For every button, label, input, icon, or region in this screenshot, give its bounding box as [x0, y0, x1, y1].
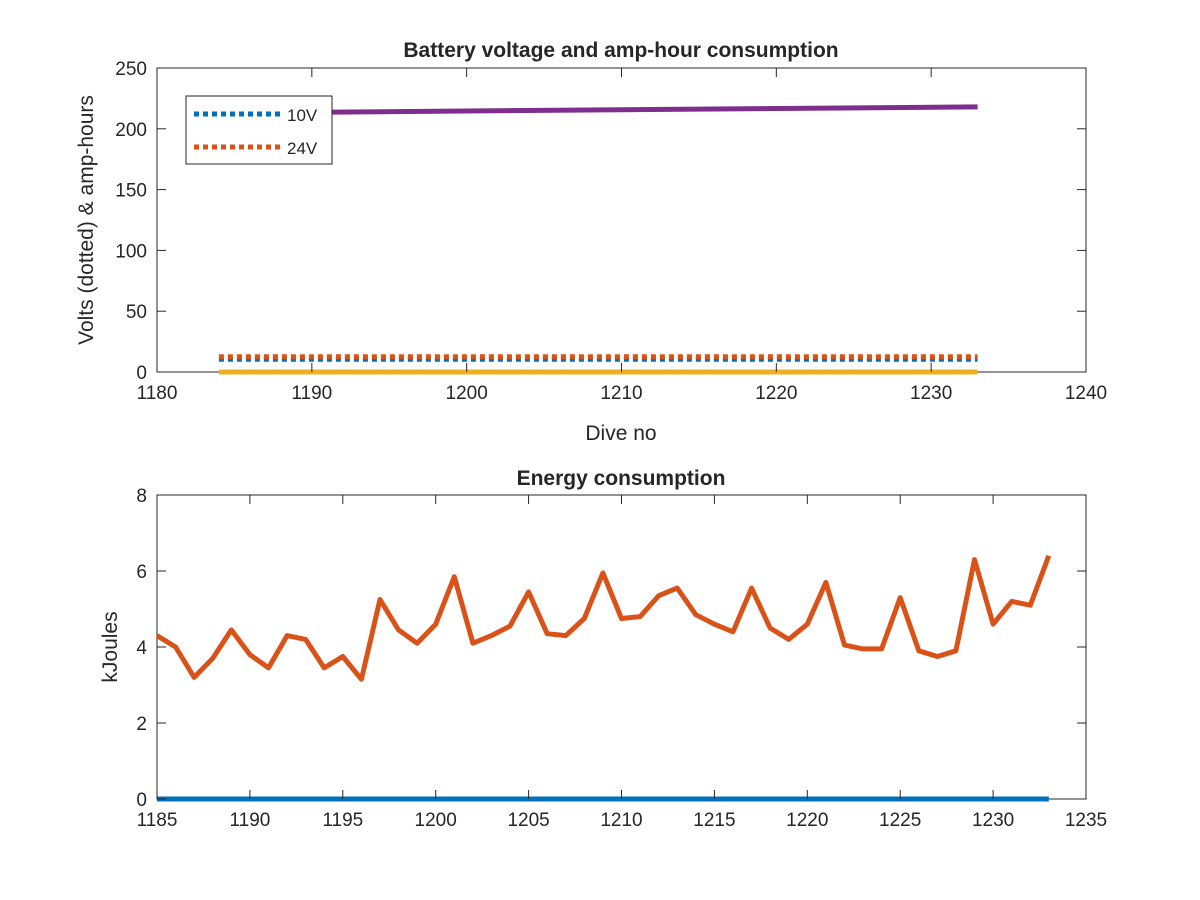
voltage-chart: 1180 1190 1200 1210 1220 1230 1240 0 50 100 150 20… [75, 39, 1107, 445]
legend-label-24v: 24V [287, 139, 318, 158]
energy-x-tick-label: 1195 [322, 810, 363, 831]
voltage-y-tick-label: 200 [115, 120, 147, 141]
legend-label-10v: 10V [287, 106, 318, 125]
legend-box [185, 95, 333, 165]
energy-y-axis-label: kJoules [99, 611, 122, 682]
energy-x-tick-label: 1220 [786, 810, 828, 831]
energy-x-tick-label: 1235 [1065, 810, 1107, 831]
energy-y-tick-label: 2 [136, 714, 147, 735]
energy-x-tick-label: 1225 [879, 810, 921, 831]
energy-y-tick-label: 0 [136, 790, 147, 811]
energy-y-tick-label: 8 [136, 486, 147, 507]
energy-chart-title: Energy consumption [517, 467, 726, 490]
voltage-y-tick-label: 0 [136, 363, 147, 384]
energy-plot-area [156, 494, 1087, 800]
energy-x-tick-label: 1210 [600, 810, 642, 831]
voltage-y-tick-label: 100 [115, 241, 147, 262]
energy-y-tick-label: 6 [136, 562, 147, 583]
energy-x-tick-label: 1215 [693, 810, 735, 831]
energy-x-tick-label: 1200 [415, 810, 457, 831]
energy-x-tick-label: 1205 [507, 810, 549, 831]
energy-y-ticks: 0 2 4 6 8 [136, 486, 1086, 811]
energy-x-tick-label: 1185 [137, 810, 178, 831]
voltage-chart-title: Battery voltage and amp-hour consumption [403, 39, 838, 62]
voltage-x-tick-label: 1240 [1065, 383, 1107, 404]
voltage-x-tick-label: 1230 [910, 383, 952, 404]
voltage-y-tick-label: 50 [126, 302, 147, 323]
voltage-x-axis-label: Dive no [585, 422, 656, 445]
energy-x-tick-label: 1230 [972, 810, 1014, 831]
voltage-y-axis-label: Volts (dotted) & amp-hours [75, 95, 98, 345]
voltage-series-line-3 [218, 104, 978, 116]
voltage-x-ticks: 1180 1190 1200 1210 1220 1230 1240 [137, 68, 1107, 404]
energy-y-tick-label: 4 [136, 638, 147, 659]
energy-x-ticks: 1185 1190 1195 1200 1205 1210 1215 1220 1225 1230… [137, 495, 1107, 831]
voltage-series-group [218, 104, 978, 375]
voltage-y-tick-label: 150 [115, 181, 147, 202]
energy-series-line-1 [155, 554, 1052, 682]
voltage-x-tick-label: 1210 [600, 383, 642, 404]
voltage-y-tick-label: 250 [115, 59, 147, 80]
energy-chart: 1185 1190 1195 1200 1205 1210 1215 1220 1225 1230… [99, 467, 1107, 831]
voltage-x-tick-label: 1180 [137, 383, 178, 404]
voltage-x-tick-label: 1190 [291, 383, 332, 404]
voltage-x-tick-label: 1220 [755, 383, 797, 404]
voltage-legend: 10V 24V [185, 95, 333, 165]
energy-x-tick-label: 1190 [229, 810, 270, 831]
voltage-y-ticks: 0 50 100 150 200 250 [115, 59, 1086, 384]
voltage-x-tick-label: 1200 [446, 383, 488, 404]
